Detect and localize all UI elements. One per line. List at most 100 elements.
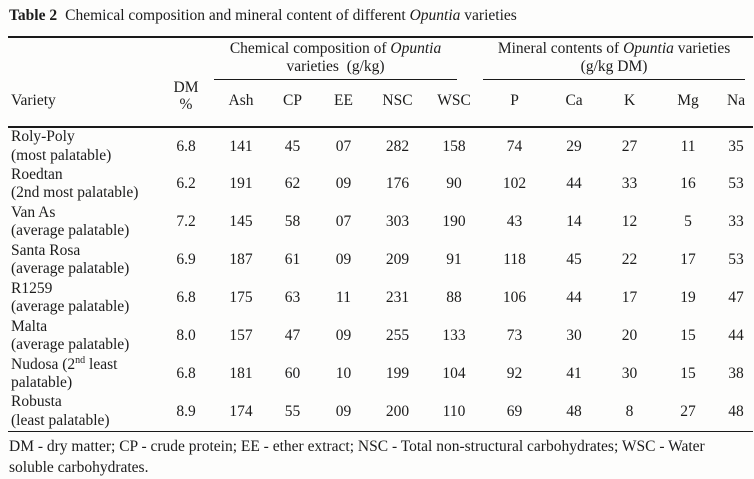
column-header-row: Ash CP EE NSC WSC P Ca K Mg Na bbox=[8, 80, 754, 128]
table-row: Roly-Poly (most palatable) 6.8 141 45 07 282 15… bbox=[8, 127, 753, 165]
value-cell: 09 bbox=[317, 393, 370, 432]
variety-cell: Robusta (least palatable) bbox=[8, 393, 158, 432]
value-cell: 45 bbox=[566, 251, 582, 268]
value-cell: 190 bbox=[442, 213, 466, 230]
value-cell: 55 bbox=[268, 393, 317, 432]
footnote-line2: soluble carbohydrates. bbox=[9, 458, 149, 476]
value-cell: 90 bbox=[446, 175, 462, 192]
table-title-post: varieties bbox=[460, 7, 517, 24]
value-cell: 6.8 bbox=[176, 365, 196, 382]
value-cell: 282 bbox=[385, 137, 410, 155]
table-title-label: Table 2 bbox=[9, 7, 58, 24]
value-cell: 45 bbox=[284, 137, 301, 155]
value-cell: 33 bbox=[621, 175, 638, 192]
value-cell: 6.9 bbox=[176, 251, 196, 268]
variety-cell: R1259 (average palatable) bbox=[11, 279, 130, 316]
value-cell: 5 bbox=[684, 213, 692, 230]
value-cell: 61 bbox=[284, 251, 301, 268]
value-cell: 27 bbox=[621, 137, 638, 155]
value-cell: 47 bbox=[284, 327, 301, 344]
value-cell: 48 bbox=[719, 393, 754, 432]
value-cell: 53 bbox=[728, 251, 744, 268]
value-cell: 53 bbox=[728, 175, 744, 192]
col-header-ca: Ca bbox=[546, 80, 603, 128]
col-header-dm: DM% bbox=[158, 36, 214, 128]
value-cell: 14 bbox=[566, 213, 582, 230]
value-cell: 255 bbox=[385, 327, 410, 344]
value-cell: 17 bbox=[621, 289, 638, 306]
group-header-chemical-text: Chemical composition of Opuntia varieties… bbox=[214, 40, 458, 80]
variety-cell: Santa Rosa (average palatable) bbox=[11, 241, 130, 278]
col-header-mg: Mg bbox=[657, 80, 720, 128]
value-cell: 6.2 bbox=[176, 175, 196, 192]
value-cell: 22 bbox=[621, 251, 638, 268]
value-cell: 8.0 bbox=[176, 327, 196, 344]
palatability-label: (average palatable) bbox=[11, 222, 130, 239]
value-cell: 35 bbox=[728, 137, 744, 155]
value-cell: 106 bbox=[502, 289, 527, 306]
col-header-cp: CP bbox=[268, 80, 317, 128]
table-footnote: DM - dry matter; CP - crude protein; EE … bbox=[8, 432, 753, 478]
ordinal-superscript: nd bbox=[75, 354, 86, 366]
value-cell: 11 bbox=[680, 137, 696, 155]
value-cell: 191 bbox=[229, 175, 253, 192]
value-cell: 09 bbox=[335, 251, 352, 268]
value-cell: 41 bbox=[566, 365, 582, 382]
table-row: Malta (average palatable) 8.0 157 47 09 255 133… bbox=[8, 317, 753, 355]
value-cell: 141 bbox=[229, 137, 253, 155]
value-cell: 48 bbox=[546, 393, 603, 432]
value-cell: 187 bbox=[229, 251, 253, 268]
palatability-label: (average palatable) bbox=[11, 298, 130, 315]
value-cell: 30 bbox=[621, 365, 638, 382]
value-cell: 43 bbox=[506, 213, 523, 230]
table-row: Roedtan (2nd most palatable) 6.2 191 62 09 176… bbox=[8, 165, 753, 203]
value-cell: 27 bbox=[657, 393, 720, 432]
value-cell: 19 bbox=[680, 289, 696, 306]
value-cell: 63 bbox=[284, 289, 301, 306]
value-cell: 8 bbox=[602, 393, 658, 432]
value-cell: 110 bbox=[425, 393, 484, 432]
value-cell: 145 bbox=[229, 213, 253, 230]
col-header-p: P bbox=[483, 80, 547, 128]
palatability-label: (least palatable) bbox=[11, 411, 110, 429]
col-header-k: K bbox=[602, 80, 658, 128]
group-header-mineral-text: Mineral contents of Opuntia varieties (g/… bbox=[483, 40, 746, 80]
table-row: Van As (average palatable) 7.2 145 58 07 303 19… bbox=[8, 203, 753, 241]
value-cell: 17 bbox=[680, 251, 696, 268]
value-cell: 181 bbox=[229, 365, 253, 382]
variety-cell: Roly-Poly (most palatable) bbox=[11, 128, 112, 164]
table-body: Roly-Poly (most palatable) 6.8 141 45 07 282 15… bbox=[8, 127, 754, 432]
value-cell: 88 bbox=[446, 289, 462, 306]
data-table: Variety DM% Chemical composition of Opun… bbox=[8, 36, 754, 432]
table-row: Nudosa (2nd least palatable) 6.8 181 60 10 199… bbox=[8, 355, 753, 393]
value-cell: 133 bbox=[442, 327, 466, 344]
value-cell: 199 bbox=[385, 365, 410, 382]
value-cell: 118 bbox=[503, 251, 526, 268]
value-cell: 15 bbox=[680, 327, 696, 344]
col-header-nsc: NSC bbox=[370, 80, 425, 128]
value-cell: 12 bbox=[621, 213, 638, 230]
value-cell: 231 bbox=[385, 289, 410, 306]
value-cell: 33 bbox=[728, 213, 744, 230]
col-header-ee: EE bbox=[317, 80, 370, 128]
value-cell: 44 bbox=[566, 175, 582, 192]
value-cell: 157 bbox=[229, 327, 253, 344]
palatability-label: (average palatable) bbox=[11, 260, 130, 277]
value-cell: 10 bbox=[335, 365, 352, 382]
palatability-label: (2nd most palatable) bbox=[11, 184, 139, 201]
value-cell: 6.8 bbox=[176, 289, 196, 306]
dm-label: DM bbox=[173, 79, 199, 96]
value-cell: 47 bbox=[728, 289, 744, 306]
table-title-italic: Opuntia bbox=[409, 7, 461, 24]
value-cell: 200 bbox=[370, 393, 425, 432]
value-cell: 176 bbox=[385, 175, 410, 192]
value-cell: 07 bbox=[335, 137, 352, 155]
value-cell: 15 bbox=[680, 365, 696, 382]
col-header-ash: Ash bbox=[214, 80, 268, 128]
value-cell: 60 bbox=[284, 365, 301, 382]
value-cell: 7.2 bbox=[176, 213, 196, 230]
value-cell: 6.8 bbox=[176, 137, 196, 155]
value-cell: 30 bbox=[566, 327, 582, 344]
value-cell: 8.9 bbox=[158, 393, 214, 432]
